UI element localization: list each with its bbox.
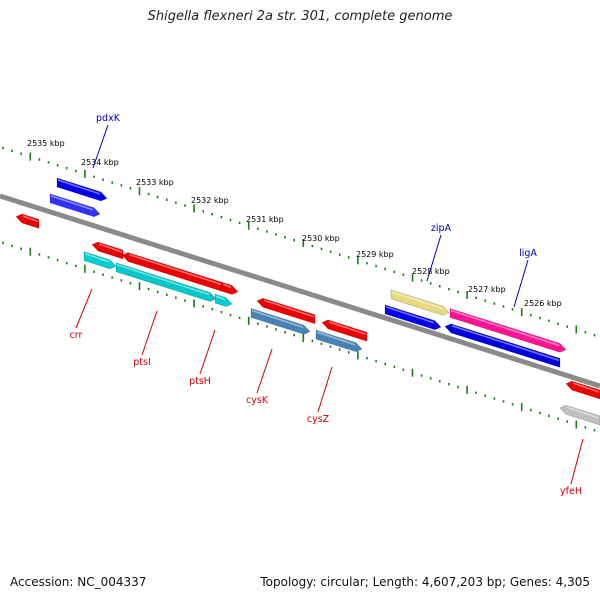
gene-crr-red[interactable] bbox=[91, 241, 124, 260]
lower-scale-ticks bbox=[2, 241, 596, 432]
gene-small-left[interactable] bbox=[15, 213, 40, 229]
genome-summary-text: Topology: circular; Length: 4,607,203 bp… bbox=[260, 575, 590, 589]
gene-leader-line bbox=[570, 438, 584, 485]
scale-label: 2533 kbp bbox=[136, 178, 174, 187]
gene-leader-line bbox=[199, 329, 216, 375]
gene-leader-line bbox=[256, 348, 273, 394]
scale-label: 2527 kbp bbox=[468, 285, 506, 294]
scale-label: 2535 kbp bbox=[27, 139, 65, 148]
gene-ligA[interactable] bbox=[449, 308, 567, 353]
gene-leader-line bbox=[141, 310, 158, 356]
gene-right-red[interactable] bbox=[565, 380, 600, 400]
scale-label: 2530 kbp bbox=[302, 234, 340, 243]
gene-leader-line bbox=[317, 366, 333, 413]
gene-ptsH[interactable] bbox=[214, 293, 233, 307]
gene-cysK[interactable] bbox=[250, 308, 311, 335]
gene-labels: pdxK zipA ligA crr ptsI ptsH cysK cysZ yfeH bbox=[70, 113, 584, 497]
gene-features bbox=[15, 177, 600, 426]
gene-leader-line bbox=[75, 288, 93, 329]
gene-cysZ[interactable] bbox=[315, 329, 363, 353]
gene-cysK-red[interactable] bbox=[256, 297, 316, 325]
gene-ptsI[interactable] bbox=[115, 262, 217, 302]
gene-pdxK-forward[interactable] bbox=[56, 177, 108, 202]
gene-crr[interactable] bbox=[83, 251, 117, 270]
gene-yfeH[interactable] bbox=[559, 404, 600, 426]
scale-label: 2528 kbp bbox=[412, 267, 450, 276]
gene-pdxK[interactable] bbox=[49, 193, 101, 218]
gene-ptsI-red[interactable] bbox=[121, 252, 223, 292]
upper-scale-ticks bbox=[2, 146, 596, 337]
gene-zipA-blue[interactable] bbox=[384, 304, 442, 331]
scale-label: 2531 kbp bbox=[246, 215, 284, 224]
gene-label-crr[interactable]: crr bbox=[70, 330, 83, 341]
scale-label: 2534 kbp bbox=[81, 158, 119, 167]
map-title: Shigella flexneri 2a str. 301, complete … bbox=[147, 9, 453, 24]
scale-label: 2529 kbp bbox=[356, 250, 394, 259]
gene-leader-line bbox=[92, 124, 109, 169]
genome-backbone bbox=[0, 193, 600, 389]
gene-label-ligA[interactable]: ligA bbox=[519, 248, 537, 259]
gene-label-yfeH[interactable]: yfeH bbox=[560, 486, 582, 497]
gene-label-zipA[interactable]: zipA bbox=[431, 223, 452, 234]
scale-label: 2532 kbp bbox=[191, 196, 229, 205]
gene-label-ptsH[interactable]: ptsH bbox=[189, 376, 211, 387]
gene-leader-line bbox=[513, 259, 529, 308]
gene-label-ptsI[interactable]: ptsI bbox=[133, 357, 151, 368]
gene-leader-line bbox=[426, 234, 442, 282]
scale-label: 2526 kbp bbox=[524, 299, 562, 308]
gene-ptsH-red[interactable] bbox=[221, 281, 239, 295]
gene-label-pdxK[interactable]: pdxK bbox=[96, 113, 121, 124]
gene-label-cysK[interactable]: cysK bbox=[246, 395, 269, 406]
gene-cysZ-red[interactable] bbox=[321, 319, 368, 342]
scale-labels: 2535 kbp 2534 kbp 2533 kbp 2532 kbp 2531 kbp… bbox=[27, 139, 562, 308]
gene-label-cysZ[interactable]: cysZ bbox=[307, 414, 330, 425]
accession-text: Accession: NC_004337 bbox=[10, 575, 147, 589]
gene-ligA-blue[interactable] bbox=[444, 323, 561, 368]
gene-zipA[interactable] bbox=[390, 289, 450, 316]
